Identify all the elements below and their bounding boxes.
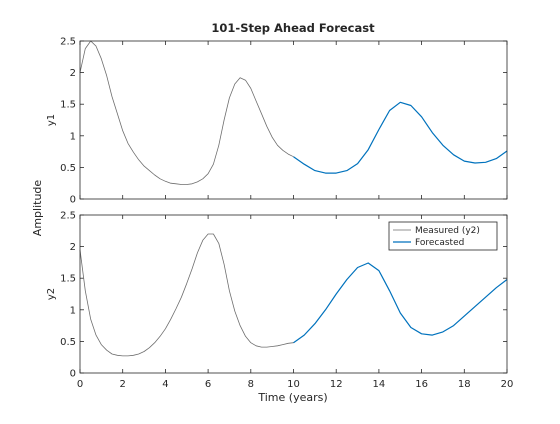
y-axis-label: Amplitude bbox=[31, 180, 44, 237]
forecast-series-line bbox=[293, 262, 508, 344]
y-tick-label: 1 bbox=[70, 131, 76, 142]
x-tick-label: 18 bbox=[458, 379, 471, 390]
legend-entry-label: Forecasted bbox=[415, 238, 464, 248]
legend-box bbox=[388, 221, 498, 251]
y-tick-label: 1.5 bbox=[60, 100, 76, 111]
x-tick-label: 20 bbox=[501, 379, 514, 390]
y-tick-label: 2.5 bbox=[60, 37, 76, 48]
y-tick-label: 2 bbox=[70, 68, 76, 79]
subplot-y1: 0 0.5 1 1.5 2 2.5 y1 bbox=[46, 37, 508, 206]
y-tick-label: 1 bbox=[70, 305, 76, 316]
axes-box bbox=[79, 214, 508, 374]
x-axis-label: Time (years) bbox=[257, 391, 327, 404]
x-tick-label: 4 bbox=[162, 379, 168, 390]
x-tick-label: 0 bbox=[77, 379, 83, 390]
legend-entry-label: Measured (y2) bbox=[415, 226, 480, 236]
x-tick-label: 12 bbox=[330, 379, 343, 390]
y-tick-label: 0.5 bbox=[60, 163, 76, 174]
y-tick-label: 0 bbox=[70, 369, 76, 380]
forecast-series-line bbox=[293, 101, 508, 174]
x-tick-label: 2 bbox=[120, 379, 126, 390]
x-tick-label: 16 bbox=[415, 379, 428, 390]
x-tick-label: 10 bbox=[287, 379, 300, 390]
y-tick-label: 2 bbox=[70, 242, 76, 253]
y-tick-label: 1.5 bbox=[60, 274, 76, 285]
y-tick-label: 2.5 bbox=[60, 211, 76, 222]
subplot-y2: 0 0.5 1 1.5 2 2.5 0 2 4 6 8 10 12 14 16 18 20 y2 bbox=[46, 211, 513, 391]
x-tick-label: 8 bbox=[248, 379, 254, 390]
y-tick-label: 0.5 bbox=[60, 337, 76, 348]
subplot-y-label: y1 bbox=[46, 114, 57, 126]
plot-area bbox=[80, 41, 507, 199]
y-tick-label: 0 bbox=[70, 195, 76, 206]
axes-box bbox=[79, 40, 508, 200]
chart-title: 101-Step Ahead Forecast bbox=[211, 21, 375, 35]
x-tick-label: 6 bbox=[205, 379, 211, 390]
measured-series-line bbox=[79, 233, 294, 357]
x-tick-label: 14 bbox=[373, 379, 386, 390]
measured-series-line bbox=[79, 40, 294, 185]
legend: Measured (y2) Forecasted bbox=[388, 221, 498, 251]
subplot-y-label: y2 bbox=[46, 288, 57, 300]
